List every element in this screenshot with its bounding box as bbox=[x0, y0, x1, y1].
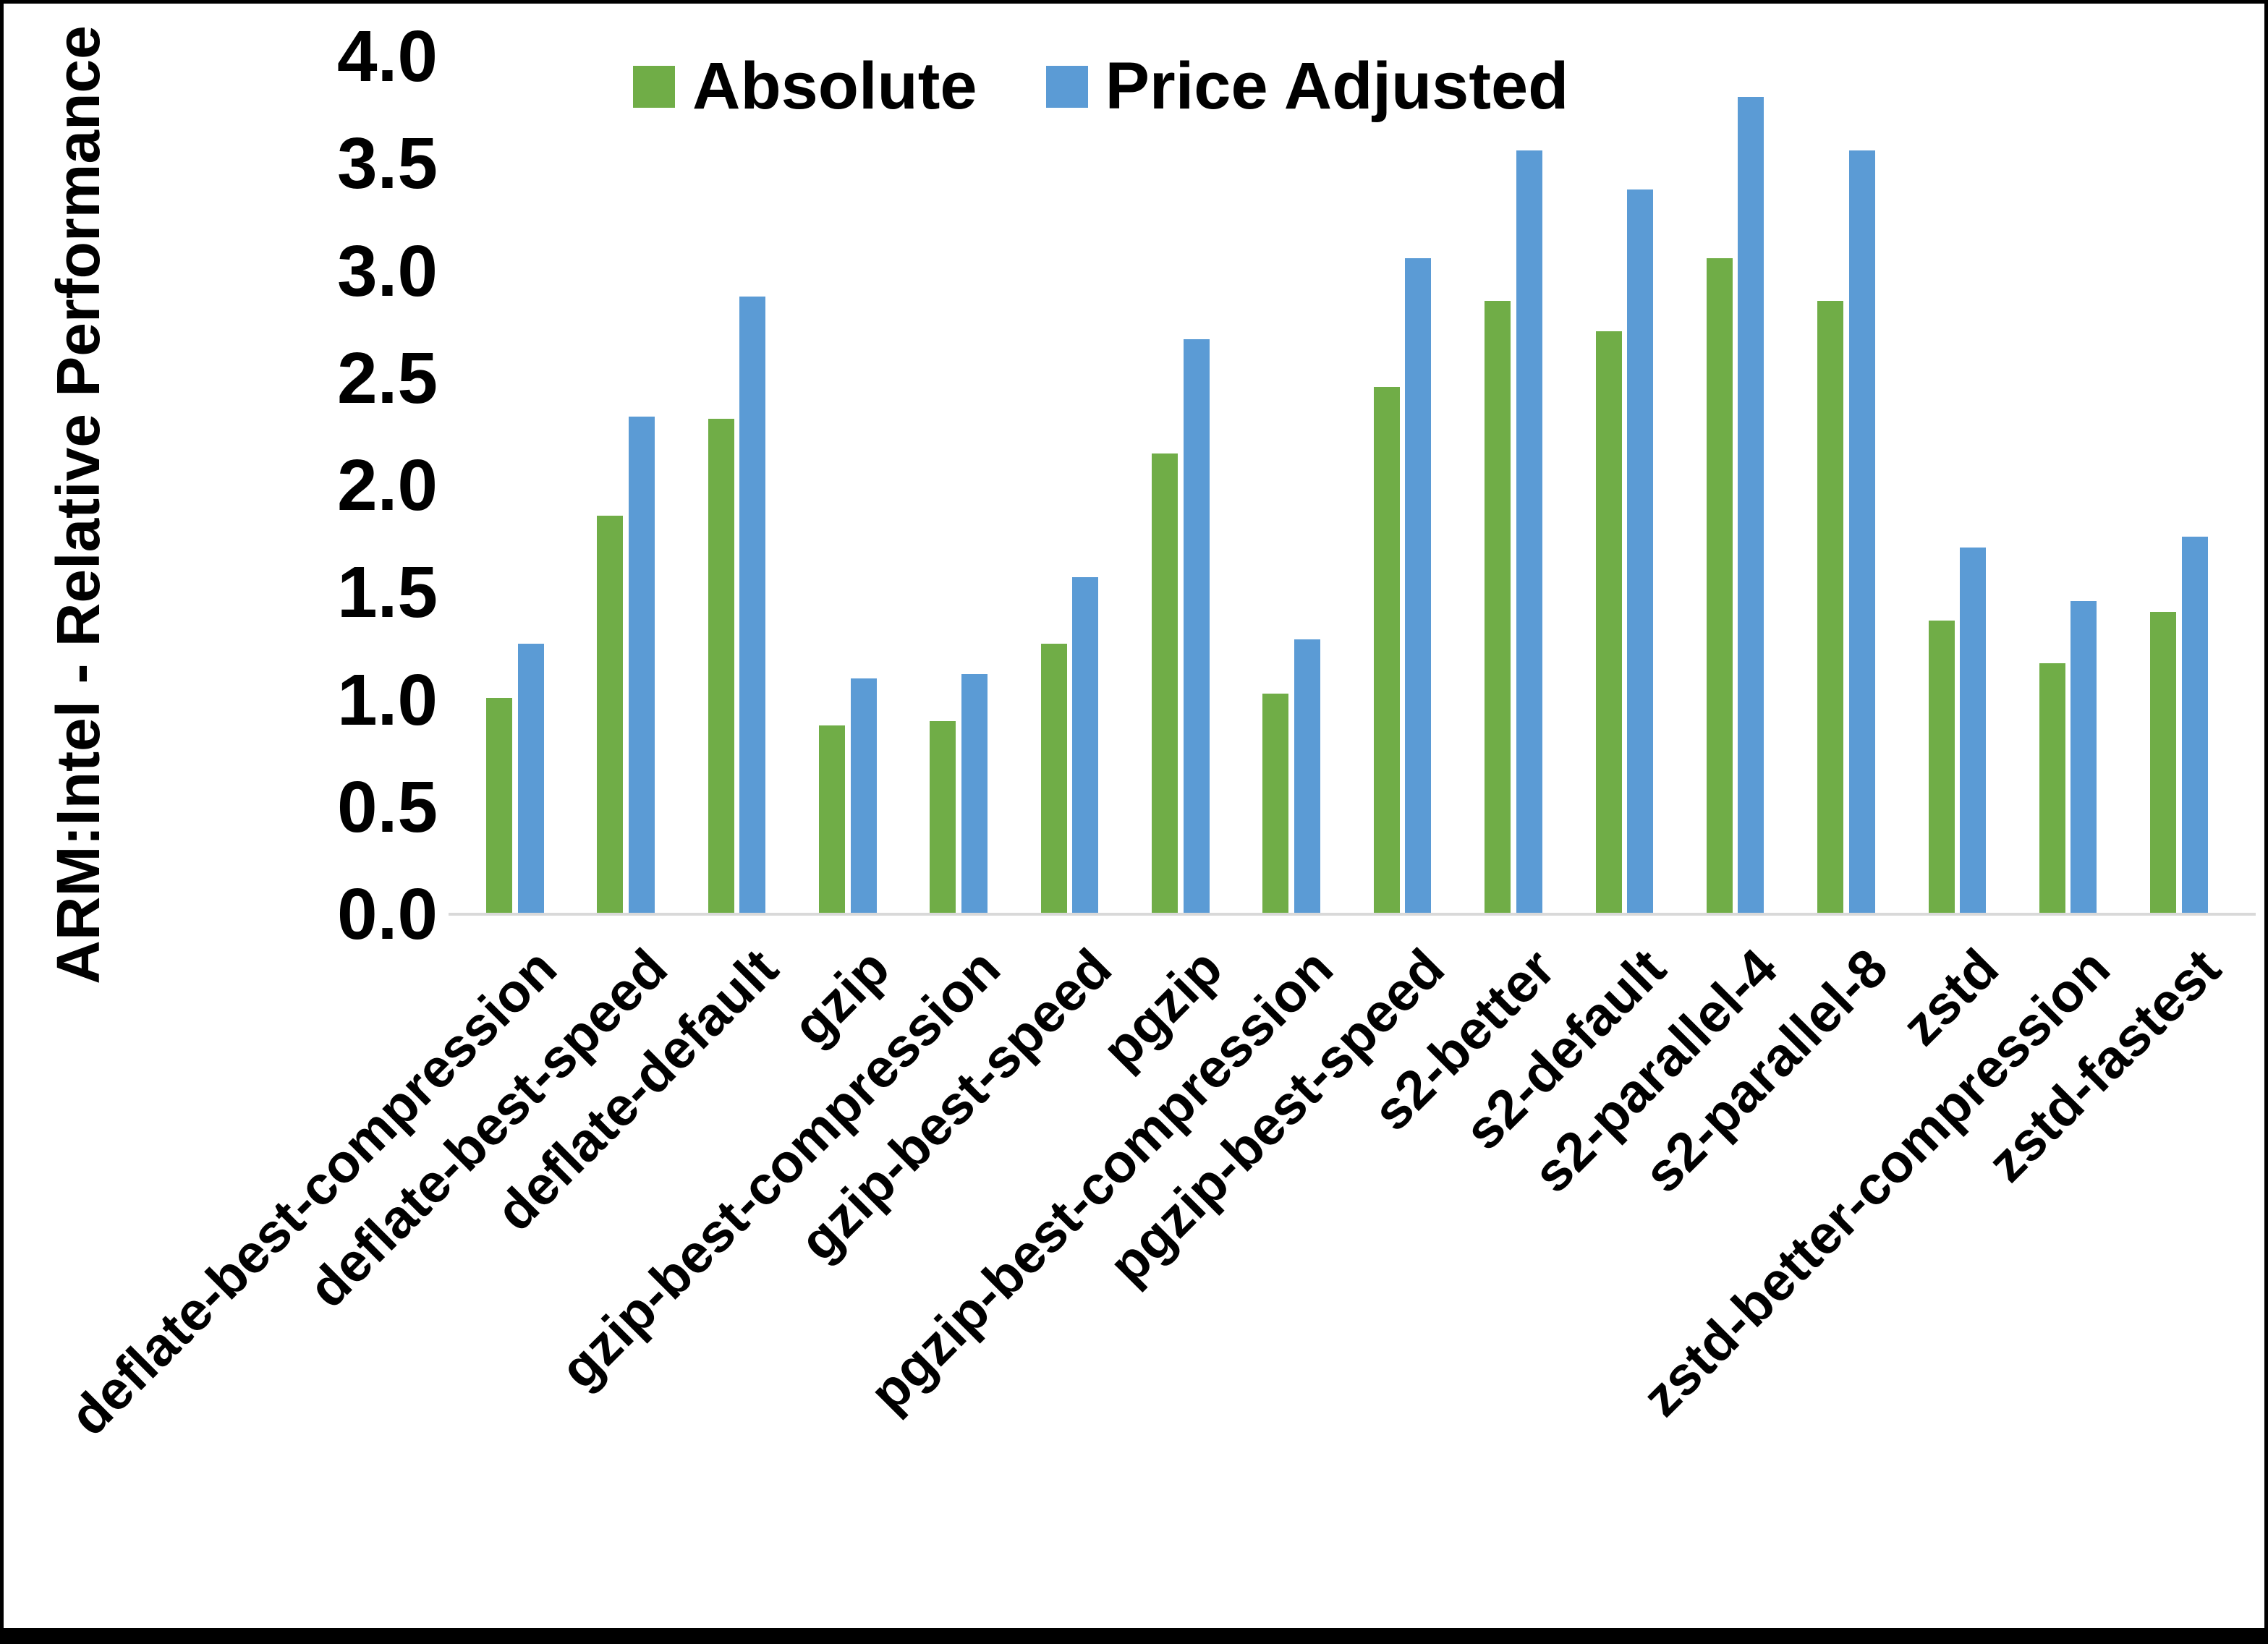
bar-price-adjusted-pgzip-best-speed bbox=[1405, 258, 1431, 914]
bar-price-adjusted-pgzip-best-compression bbox=[1294, 639, 1320, 914]
bar-price-adjusted-s2-default bbox=[1627, 189, 1653, 914]
bar-price-adjusted-s2-parallel-4 bbox=[1738, 97, 1764, 914]
y-tick-label: 3.0 bbox=[336, 230, 438, 312]
bar-price-adjusted-gzip-best-compression bbox=[961, 674, 988, 914]
y-tick-label: 4.0 bbox=[336, 16, 438, 97]
legend-swatch-icon bbox=[1045, 65, 1088, 108]
legend-label: Absolute bbox=[692, 49, 977, 123]
bar-price-adjusted-deflate-best-speed bbox=[629, 417, 655, 914]
bar-absolute-pgzip bbox=[1152, 453, 1178, 914]
bar-absolute-deflate-default bbox=[708, 419, 734, 914]
bar-absolute-zstd-better-compression bbox=[2039, 663, 2065, 914]
bar-absolute-zstd-fastest bbox=[2150, 612, 2176, 914]
y-tick-label: 2.5 bbox=[336, 337, 438, 419]
bar-price-adjusted-zstd bbox=[1960, 548, 1986, 914]
y-tick-label: 0.5 bbox=[336, 766, 438, 848]
bar-price-adjusted-s2-parallel-8 bbox=[1849, 150, 1875, 914]
bar-absolute-pgzip-best-compression bbox=[1262, 694, 1288, 914]
legend-item-price-adjusted: Price Adjusted bbox=[1045, 48, 1569, 124]
bar-absolute-s2-better bbox=[1485, 301, 1511, 914]
bar-absolute-deflate-best-speed bbox=[597, 516, 623, 914]
bar-price-adjusted-deflate-best-compression bbox=[518, 644, 544, 914]
y-tick-label: 0.0 bbox=[336, 874, 438, 955]
bar-price-adjusted-s2-better bbox=[1516, 150, 1542, 914]
bar-absolute-pgzip-best-speed bbox=[1374, 387, 1400, 914]
x-axis-line bbox=[449, 913, 2256, 916]
y-tick-label: 1.0 bbox=[336, 659, 438, 741]
bar-price-adjusted-zstd-better-compression bbox=[2070, 601, 2097, 914]
legend-label: Price Adjusted bbox=[1105, 49, 1569, 123]
bar-absolute-gzip bbox=[819, 725, 845, 914]
bar-price-adjusted-pgzip bbox=[1184, 339, 1210, 914]
bar-price-adjusted-zstd-fastest bbox=[2182, 537, 2208, 914]
y-axis-title: ARM:Intel - Relative Performance bbox=[44, 25, 112, 984]
legend: Absolute Price Adjusted bbox=[633, 48, 1568, 124]
y-tick-label: 3.5 bbox=[336, 123, 438, 205]
bar-price-adjusted-gzip bbox=[851, 678, 877, 914]
bar-absolute-s2-default bbox=[1596, 331, 1622, 914]
bar-price-adjusted-deflate-default bbox=[739, 297, 765, 914]
y-tick-label: 1.5 bbox=[336, 552, 438, 634]
bar-absolute-deflate-best-compression bbox=[486, 698, 512, 914]
bar-absolute-s2-parallel-4 bbox=[1707, 258, 1733, 914]
bar-absolute-gzip-best-compression bbox=[930, 721, 956, 914]
legend-item-absolute: Absolute bbox=[633, 48, 977, 124]
bar-absolute-zstd bbox=[1929, 621, 1955, 914]
bar-absolute-s2-parallel-8 bbox=[1817, 301, 1843, 914]
y-tick-label: 2.0 bbox=[336, 445, 438, 526]
legend-swatch-icon bbox=[633, 65, 675, 108]
bar-absolute-gzip-best-speed bbox=[1041, 644, 1067, 914]
bar-price-adjusted-gzip-best-speed bbox=[1072, 577, 1098, 914]
